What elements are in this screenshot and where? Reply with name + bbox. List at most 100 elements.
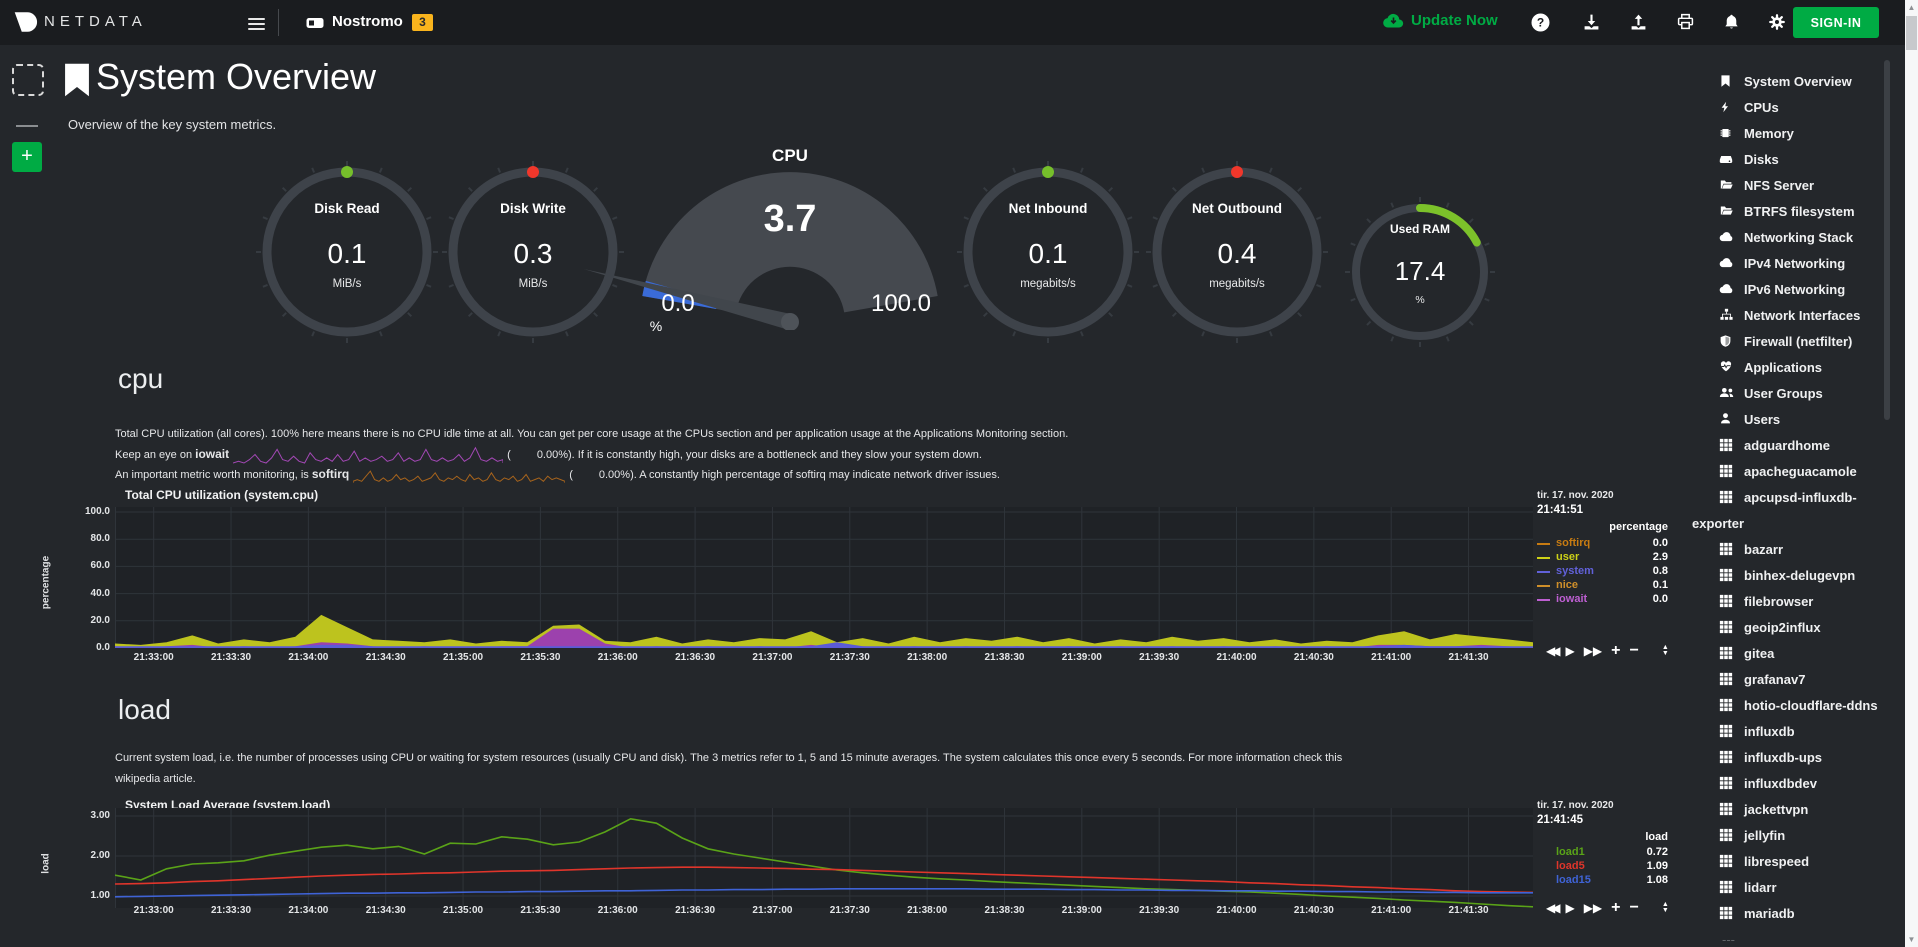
sidebar-item-label: Disks (1744, 152, 1779, 167)
import-icon[interactable] (1583, 13, 1601, 31)
pan-forward-icon[interactable]: ▶▶ (1583, 644, 1603, 658)
chart-plot-area[interactable] (115, 808, 1533, 908)
sidebar-item-binhex-delugevpn[interactable]: binhex-delugevpn (1692, 563, 1890, 589)
sidebar-item-ipv6-networking[interactable]: IPv6 Networking (1692, 277, 1890, 303)
sidebar-item-jellyfin[interactable]: jellyfin (1692, 823, 1890, 849)
page-scrollbar[interactable]: ▲ ▼ (1905, 0, 1918, 947)
sidebar-item-label: influxdb (1744, 724, 1795, 739)
update-now-button[interactable]: Update Now (1383, 12, 1498, 29)
sidebar-item-btrfs-filesystem[interactable]: BTRFS filesystem (1692, 199, 1890, 225)
chart-toolbar: ◀◀ ▶ ▶▶ + − ▲ ▼ (1546, 642, 1669, 659)
sidebar-item-librespeed[interactable]: librespeed (1692, 849, 1890, 875)
sidebar-item-nfs-server[interactable]: NFS Server (1692, 173, 1890, 199)
gauge-used-ram[interactable]: Used RAM 17.4% (1320, 172, 1520, 372)
pan-forward-icon[interactable]: ▶▶ (1583, 901, 1603, 915)
chart-x-tick: 21:37:30 (829, 905, 870, 916)
sidebar-item-influxdb[interactable]: influxdb (1692, 719, 1890, 745)
legend-series-name: softirq (1556, 537, 1591, 549)
sidebar-item-cpus[interactable]: CPUs (1692, 95, 1890, 121)
sidebar-item-memory[interactable]: Memory (1692, 121, 1890, 147)
sidebar-item-firewall-netfilter-[interactable]: Firewall (netfilter) (1692, 329, 1890, 355)
cloud-icon (1719, 230, 1735, 244)
sidebar-item-influxdbdev[interactable]: influxdbdev (1692, 771, 1890, 797)
chart-x-tick: 21:39:00 (1061, 905, 1102, 916)
sidebar-item-lidarr[interactable]: lidarr (1692, 875, 1890, 901)
resize-handle-icon[interactable]: ▲ ▼ (1661, 644, 1669, 657)
chart-y-tick: 3.00 (90, 810, 110, 821)
sidebar-item-label: influxdb-ups (1744, 750, 1822, 765)
page-scrollbar-thumb[interactable] (1906, 16, 1917, 50)
legend-dash (1537, 543, 1550, 545)
zoom-in-icon[interactable]: + (1611, 899, 1621, 916)
cpu-gauge[interactable] (560, 160, 960, 330)
netdata-logo[interactable] (12, 9, 38, 35)
sidebar-item-influxdb-ups[interactable]: influxdb-ups (1692, 745, 1890, 771)
sidebar-item-applications[interactable]: Applications (1692, 355, 1890, 381)
gauge-net-outbound[interactable]: Net Outbound 0.4 megabits/s (1137, 152, 1337, 352)
sidebar-item-jackettvpn[interactable]: jackettvpn (1692, 797, 1890, 823)
sidebar-item-network-interfaces[interactable]: Network Interfaces (1692, 303, 1890, 329)
shield-icon (1719, 334, 1735, 348)
chart-x-tick: 21:37:00 (752, 905, 793, 916)
sidebar-item-hotio-cloudflare-ddns[interactable]: hotio-cloudflare-ddns (1692, 693, 1890, 719)
pan-backward-icon[interactable]: ◀◀ (1546, 901, 1561, 915)
add-chart-button[interactable]: + (12, 142, 42, 172)
sidebar-item-grafanav7[interactable]: grafanav7 (1692, 667, 1890, 693)
chart-drag-placeholder[interactable] (12, 64, 44, 96)
sidebar-item-gitea[interactable]: gitea (1692, 641, 1890, 667)
sidebar-item-system-overview[interactable]: System Overview (1692, 69, 1890, 95)
host-name[interactable]: Nostromo (332, 13, 403, 30)
play-icon[interactable]: ▶ (1565, 644, 1575, 658)
chart-legend-row-system[interactable]: system 0.8 (1537, 565, 1668, 578)
sidebar-item-filebrowser[interactable]: filebrowser (1692, 589, 1890, 615)
scroll-down-icon[interactable]: ▼ (1907, 935, 1916, 944)
chart-legend-row-load15[interactable]: load15 1.08 (1537, 874, 1668, 887)
help-icon[interactable]: ? (1531, 13, 1550, 32)
sidebar-item-geoip2influx[interactable]: geoip2influx (1692, 615, 1890, 641)
sidebar-item-adguardhome[interactable]: adguardhome (1692, 433, 1890, 459)
chart-x-tick: 21:36:30 (675, 652, 716, 663)
page-title: System Overview (96, 56, 377, 97)
export-icon[interactable] (1630, 13, 1648, 31)
chart-y-axis-unit: load (40, 853, 52, 874)
sidebar-item-ipv4-networking[interactable]: IPv4 Networking (1692, 251, 1890, 277)
gauge-disk-write[interactable]: Disk Write 0.3 MiB/s (433, 152, 633, 352)
bookmark-icon (1719, 74, 1735, 88)
header-divider (278, 9, 279, 36)
print-icon[interactable] (1677, 13, 1695, 31)
legend-series-name: load5 (1556, 859, 1585, 872)
chart-legend-row-iowait[interactable]: iowait 0.0 (1537, 593, 1668, 606)
resize-handle-icon[interactable]: ▲ ▼ (1661, 901, 1669, 914)
menu-hamburger-icon[interactable] (248, 15, 265, 33)
play-icon[interactable]: ▶ (1565, 901, 1575, 915)
sidebar-item-users[interactable]: Users (1692, 407, 1890, 433)
pan-backward-icon[interactable]: ◀◀ (1546, 644, 1561, 658)
chart-legend-row-load1[interactable]: load1 0.72 (1537, 846, 1668, 859)
zoom-in-icon[interactable]: + (1611, 642, 1621, 659)
sidebar-item-networking-stack[interactable]: Networking Stack (1692, 225, 1890, 251)
zoom-out-icon[interactable]: − (1629, 642, 1639, 659)
sign-in-button[interactable]: SIGN-IN (1793, 7, 1879, 38)
sidebar-item-apcupsd-influxdb-exporter[interactable]: apcupsd-influxdb-exporter (1692, 485, 1890, 537)
chart-legend-row-nice[interactable]: nice 0.1 (1537, 579, 1668, 592)
sidebar-item-label: filebrowser (1744, 594, 1814, 609)
gear-icon[interactable] (1768, 13, 1786, 31)
chart-legend-row-load5[interactable]: load5 1.09 (1537, 860, 1668, 873)
chart-plot-area[interactable] (115, 507, 1533, 648)
chart-legend-row-user[interactable]: user 2.9 (1537, 551, 1668, 564)
sidebar-item-bazarr[interactable]: bazarr (1692, 537, 1890, 563)
alarm-badge[interactable]: 3 (412, 14, 433, 31)
sidebar-item-user-groups[interactable]: User Groups (1692, 381, 1890, 407)
sidebar-item-disks[interactable]: Disks (1692, 147, 1890, 173)
sidebar-scrollbar-thumb[interactable] (1884, 60, 1890, 420)
gauge-disk-read[interactable]: Disk Read 0.1 MiB/s (247, 152, 447, 352)
folder-open-icon (1719, 204, 1735, 218)
sidebar-item-apacheguacamole[interactable]: apacheguacamole (1692, 459, 1890, 485)
scroll-up-icon[interactable]: ▲ (1907, 3, 1916, 12)
bell-icon[interactable] (1723, 13, 1741, 31)
gauge-net-inbound[interactable]: Net Inbound 0.1 megabits/s (948, 152, 1148, 352)
chart-legend-row-softirq[interactable]: softirq 0.0 (1537, 537, 1668, 550)
sidebar-item-mariadb[interactable]: mariadb (1692, 901, 1890, 927)
sidebar-item-label: bazarr (1744, 542, 1784, 557)
zoom-out-icon[interactable]: − (1629, 899, 1639, 916)
